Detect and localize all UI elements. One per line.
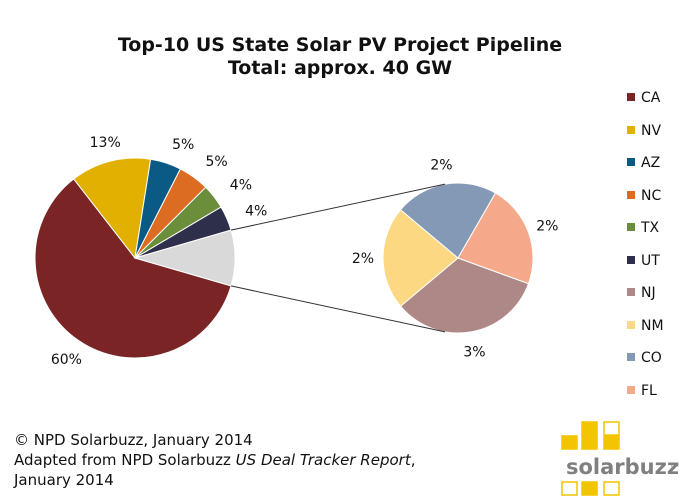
legend-item-nm: NM [627,318,664,334]
pie-slice-nv [73,157,152,260]
legend-item-nc: NC [627,188,661,204]
connector-line-bottom [230,285,446,333]
legend-swatch [627,255,635,264]
legend-label: CA [641,90,661,106]
slice-label-tx: 4% [230,178,252,194]
logo-square [603,421,620,436]
legend-item-ut: UT [627,253,660,269]
pie-slice-nj [399,257,530,334]
legend-label: NM [641,317,664,334]
pie-slice-ca [34,178,232,359]
copyright-text: © NPD Solarbuzz, January 2014 [14,431,253,449]
pie-slice-fl [457,192,534,285]
slice-label-nv: 13% [90,135,121,151]
logo-square [581,421,598,436]
logo-square [581,481,598,496]
legend-swatch [627,93,635,101]
source-suffix: , [410,451,416,469]
slice-label-nj: 3% [463,345,485,361]
legend-label: FL [641,382,657,399]
slice-label-co: 2% [430,157,452,173]
legend-swatch [627,288,635,296]
logo-square [561,481,578,496]
legend-swatch [627,158,635,166]
logo-square [561,435,578,450]
legend-item-fl: FL [627,383,657,399]
chart-title: Top-10 US State Solar PV Project Pipelin… [117,34,563,56]
pie-slice-nm [382,209,459,307]
legend-label: NV [641,122,662,139]
source-date-text: January 2014 [14,471,114,489]
legend-item-tx: TX [627,220,659,236]
legend-swatch [627,320,635,329]
slice-label-fl: 2% [536,219,558,235]
legend-label: NC [641,187,662,204]
legend-item-nj: NJ [627,285,656,301]
legend-swatch [627,223,635,231]
logo-squares-icon [561,421,620,496]
connector-line-top [230,183,446,231]
chart-subtitle: Total: approx. 40 GW [227,57,453,79]
legend-swatch [627,190,635,199]
slice-label-az: 5% [172,137,194,153]
legend-label: TX [641,220,660,236]
source-report-title: US Deal Tracker Report [235,451,411,469]
logo-tm: TM [670,462,679,469]
logo-square [603,435,620,450]
legend-item-co: CO [627,350,662,366]
slice-label-nc: 5% [206,154,228,170]
legend-swatch [627,385,635,394]
legend-swatch [627,125,635,134]
legend-item-az: AZ [627,155,660,171]
logo-text: solarbuzz [566,455,680,479]
legend-item-ca: CA [627,90,660,106]
legend-label: NJ [641,285,656,301]
source-text: Adapted from NPD Solarbuzz US Deal Track… [14,450,415,470]
legend-label: CO [641,350,662,366]
legend-item-nv: NV [627,123,661,139]
source-prefix: Adapted from NPD Solarbuzz [14,451,236,469]
logo-square [581,435,598,450]
legend-label: UT [641,252,660,269]
slice-label-nm: 2% [352,251,374,267]
slice-label-ca: 60% [51,352,82,368]
legend-label: AZ [641,155,661,171]
legend-swatch [627,353,635,361]
slice-label-ut: 4% [245,203,267,219]
logo-square [603,481,620,496]
